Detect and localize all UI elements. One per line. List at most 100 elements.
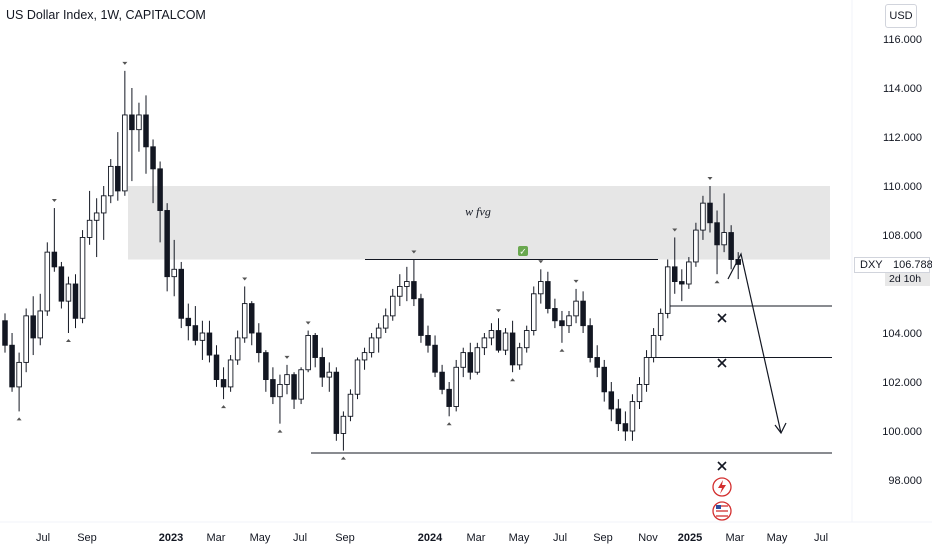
candle[interactable] <box>686 257 692 289</box>
candle[interactable] <box>270 367 276 405</box>
candle[interactable] <box>672 237 678 294</box>
candle[interactable] <box>594 345 600 378</box>
candle[interactable] <box>93 198 100 258</box>
candle[interactable] <box>418 293 424 343</box>
projection-arrow[interactable] <box>727 252 787 435</box>
candle[interactable] <box>361 347 368 370</box>
candle[interactable] <box>199 320 206 360</box>
candle[interactable] <box>65 276 72 333</box>
candle[interactable] <box>298 367 304 405</box>
candle[interactable] <box>425 325 431 353</box>
candle[interactable] <box>432 335 438 378</box>
candle[interactable] <box>629 394 636 441</box>
candle[interactable] <box>171 239 177 297</box>
event-badges[interactable] <box>712 477 732 521</box>
candle[interactable] <box>305 330 311 373</box>
candle[interactable] <box>206 320 213 363</box>
candle[interactable] <box>312 333 318 368</box>
candle[interactable] <box>213 345 220 387</box>
candle[interactable] <box>178 261 184 329</box>
candle[interactable] <box>51 208 58 272</box>
candle[interactable] <box>411 259 417 307</box>
candle[interactable] <box>164 203 170 292</box>
candle[interactable] <box>552 298 558 329</box>
candle[interactable] <box>636 377 643 409</box>
candle[interactable] <box>721 193 727 253</box>
candle[interactable] <box>44 242 51 316</box>
candle[interactable] <box>531 286 537 336</box>
candle[interactable] <box>481 333 488 356</box>
candle[interactable] <box>333 367 340 441</box>
candle[interactable] <box>509 320 516 373</box>
candle[interactable] <box>580 291 586 333</box>
candle[interactable] <box>467 342 474 380</box>
candle[interactable] <box>241 286 248 343</box>
candle[interactable] <box>545 271 551 314</box>
candle[interactable] <box>657 308 664 341</box>
candle[interactable] <box>115 132 121 201</box>
flash-event-icon[interactable] <box>712 477 732 497</box>
candle[interactable] <box>446 382 452 417</box>
candle[interactable] <box>460 347 467 378</box>
candle[interactable] <box>573 288 579 324</box>
candle[interactable] <box>100 186 107 240</box>
candle[interactable] <box>693 222 699 267</box>
candle[interactable] <box>368 333 375 358</box>
candle[interactable] <box>502 328 509 356</box>
candle[interactable] <box>122 70 128 196</box>
candle[interactable] <box>495 318 502 353</box>
level-lines[interactable] <box>311 259 832 454</box>
candle[interactable] <box>664 259 671 319</box>
us-flag-event-icon[interactable] <box>712 501 732 521</box>
candle[interactable] <box>340 411 347 451</box>
candle[interactable] <box>650 328 657 363</box>
candle[interactable] <box>375 323 382 353</box>
candle[interactable] <box>30 296 36 356</box>
candle[interactable] <box>319 347 326 387</box>
candle[interactable] <box>404 266 410 302</box>
candle[interactable] <box>700 195 706 240</box>
candle[interactable] <box>397 274 403 307</box>
price-scale[interactable]: 116.000 114.000 112.000 110.000 108.000 104.0… <box>882 34 922 487</box>
candle[interactable] <box>382 308 389 334</box>
candle[interactable] <box>516 342 523 370</box>
candles[interactable] <box>2 70 741 451</box>
candle[interactable] <box>107 159 114 204</box>
candle[interactable] <box>354 357 361 400</box>
candle[interactable] <box>256 323 262 363</box>
candle[interactable] <box>439 364 445 395</box>
candle[interactable] <box>643 350 650 392</box>
candle[interactable] <box>248 301 255 346</box>
candle[interactable] <box>326 362 333 392</box>
candle[interactable] <box>86 190 93 245</box>
candle[interactable] <box>291 372 297 409</box>
candle[interactable] <box>728 225 734 270</box>
candle[interactable] <box>523 325 530 353</box>
candle[interactable] <box>707 186 713 233</box>
candle[interactable] <box>23 308 29 373</box>
candle[interactable] <box>220 367 227 400</box>
candle[interactable] <box>587 318 593 363</box>
candle[interactable] <box>16 352 22 412</box>
candle[interactable] <box>185 303 192 341</box>
candle[interactable] <box>284 364 290 395</box>
candle[interactable] <box>9 333 15 392</box>
candle[interactable] <box>488 323 495 346</box>
candle[interactable] <box>601 359 608 402</box>
candle[interactable] <box>234 330 241 365</box>
candle[interactable] <box>143 95 149 174</box>
candle[interactable] <box>390 288 396 321</box>
candle[interactable] <box>129 88 135 182</box>
candle[interactable] <box>157 161 163 243</box>
candle[interactable] <box>622 411 629 441</box>
candle[interactable] <box>566 310 572 333</box>
candle[interactable] <box>2 313 8 353</box>
candle[interactable] <box>72 274 79 329</box>
candle[interactable] <box>263 350 269 392</box>
candle[interactable] <box>347 389 354 422</box>
candle[interactable] <box>538 269 544 304</box>
candle[interactable] <box>453 359 459 412</box>
candle[interactable] <box>679 269 685 302</box>
candle[interactable] <box>474 342 481 375</box>
